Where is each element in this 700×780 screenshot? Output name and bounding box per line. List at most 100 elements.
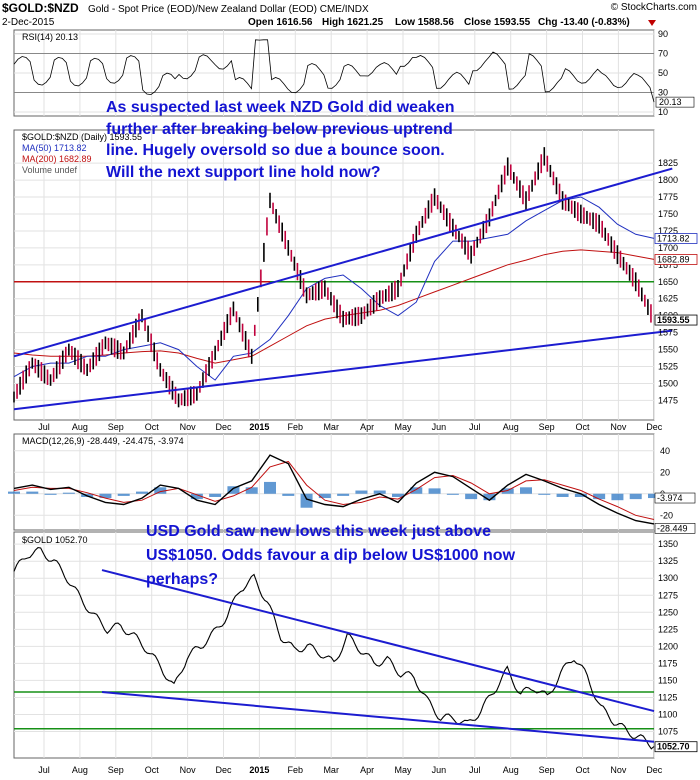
x-tick-label: Oct <box>575 765 590 775</box>
main-tick-label: 1475 <box>658 395 678 405</box>
x-tick-label: Feb <box>288 422 304 432</box>
macd-value-label: -3.974 <box>657 493 683 503</box>
macd-histogram-bar <box>465 493 478 500</box>
x-tick-label: Apr <box>360 422 374 432</box>
macd-label: MACD(12,26,9) -28.449, -24.475, -3.974 <box>22 436 184 446</box>
x-tick-label: Nov <box>610 422 627 432</box>
x-tick-label: Nov <box>180 765 197 775</box>
macd-histogram-bar <box>593 493 606 500</box>
gold-tick-label: 1350 <box>658 539 678 549</box>
x-tick-label: Oct <box>575 422 590 432</box>
main-tick-label: 1550 <box>658 345 678 355</box>
macd-histogram-bar <box>62 492 75 494</box>
x-tick-label: Oct <box>145 765 160 775</box>
x-tick-label: Jun <box>432 765 447 775</box>
gold-tick-label: 1175 <box>658 658 677 668</box>
macd-histogram-bar <box>227 486 240 494</box>
gold-tick-label: 1075 <box>658 727 678 737</box>
gold-label: $GOLD 1052.70 <box>22 535 88 545</box>
x-tick-label: Nov <box>180 422 197 432</box>
legend-ma50: MA(50) 1713.82 <box>22 143 87 153</box>
macd-line <box>13 454 655 525</box>
legend-ma200: MA(200) 1682.89 <box>22 154 92 164</box>
macd-histogram-bar <box>117 493 130 496</box>
x-tick-label: Dec <box>646 765 663 775</box>
x-tick-label: Jul <box>469 765 481 775</box>
main-value-tag <box>654 314 698 326</box>
gold-tick-label: 1325 <box>658 556 678 566</box>
main-value-label: 1713.82 <box>657 234 690 244</box>
x-tick-label: Dec <box>215 765 232 775</box>
axis-labels: JulJulAugAugSepSepOctOctNovNovDecDec2015… <box>38 29 698 775</box>
main-value-label: 1682.89 <box>657 254 690 264</box>
macd-histogram-bar <box>392 493 404 497</box>
header-high: High 1621.25 <box>322 17 384 28</box>
gold-tick-label: 1300 <box>658 573 678 583</box>
macd-histogram-bar <box>538 493 551 495</box>
main-tick-label: 1700 <box>658 243 678 253</box>
grid-lines <box>14 30 655 758</box>
legend-price: $GOLD:$NZD (Daily) 1593.55 <box>22 132 142 142</box>
header-close: Close 1593.55 <box>464 17 531 28</box>
gold-tick-label: 1150 <box>658 675 677 685</box>
rsi-value-tag <box>655 96 695 108</box>
annotation-line: US$1050. Odds favour a dip below US$1000… <box>146 547 516 564</box>
macd-histogram-bar <box>446 493 459 495</box>
x-tick-label: Jul <box>38 422 50 432</box>
x-tick-label: Aug <box>72 765 88 775</box>
macd-histogram-bar <box>282 493 295 496</box>
rsi-value-label: 20.13 <box>659 97 682 107</box>
gold-tick-label: 1125 <box>658 692 677 702</box>
x-tick-label: Sep <box>539 765 555 775</box>
x-tick-label: Mar <box>323 422 339 432</box>
macd-histogram-bar <box>245 487 258 494</box>
macd-value-tag <box>654 523 696 534</box>
x-tick-label: May <box>394 422 412 432</box>
main-tick-label: 1725 <box>658 226 678 236</box>
macd-histogram-bar <box>44 493 57 495</box>
x-tick-label: Aug <box>503 765 519 775</box>
gold-tick-label: 1275 <box>658 590 678 600</box>
macd-histogram-bar <box>318 493 331 499</box>
trend-line <box>13 167 673 358</box>
x-tick-label: Apr <box>360 765 374 775</box>
annotation-line: line. Hugely oversold so due a bounce so… <box>106 142 445 159</box>
header-low: Low 1588.56 <box>395 17 454 28</box>
x-tick-label: Sep <box>539 422 555 432</box>
macd-histogram-bar <box>428 488 441 494</box>
macd-histogram-bar <box>520 487 532 494</box>
gold-price-line <box>13 547 655 750</box>
macd-histogram-bar <box>556 493 569 497</box>
x-tick-label: Jun <box>432 422 447 432</box>
macd-histogram-bar <box>8 491 20 494</box>
gold-tick-label: 1100 <box>658 709 677 719</box>
annotation-line: further after breaking below previous up… <box>106 121 453 138</box>
gold-tick-label: 1200 <box>658 641 678 651</box>
header-source[interactable]: © StockCharts.com <box>611 2 697 13</box>
x-tick-label: Dec <box>215 422 232 432</box>
macd-histogram-bar <box>136 491 148 494</box>
main-tick-label: 1800 <box>658 175 678 185</box>
macd-tick-label: 20 <box>660 467 670 477</box>
header-date: 2-Dec-2015 <box>2 17 55 28</box>
x-tick-label: Dec <box>646 422 663 432</box>
legend-volume: Volume undef <box>22 165 78 175</box>
macd-histogram-bar <box>410 487 423 494</box>
annotation-line: Will the next support line hold now? <box>106 164 381 181</box>
x-tick-label: 2015 <box>249 765 269 775</box>
rsi-tick-label: 50 <box>658 68 668 78</box>
macd-histogram-bar <box>337 493 350 496</box>
rsi-label: RSI(14) 20.13 <box>22 32 78 42</box>
x-tick-label: Jul <box>38 765 50 775</box>
x-tick-label: Aug <box>72 422 88 432</box>
macd-signal-line <box>13 460 655 520</box>
annotation-line: perhaps? <box>146 571 218 588</box>
macd-histogram-bar <box>355 490 368 494</box>
main-series <box>13 147 673 411</box>
x-tick-label: Nov <box>610 765 627 775</box>
macd-histogram-bar <box>99 493 112 499</box>
gold-annotation: USD Gold saw new lows this week just abo… <box>146 523 516 588</box>
macd-histogram-bar <box>648 493 660 499</box>
rsi-series <box>13 39 655 103</box>
